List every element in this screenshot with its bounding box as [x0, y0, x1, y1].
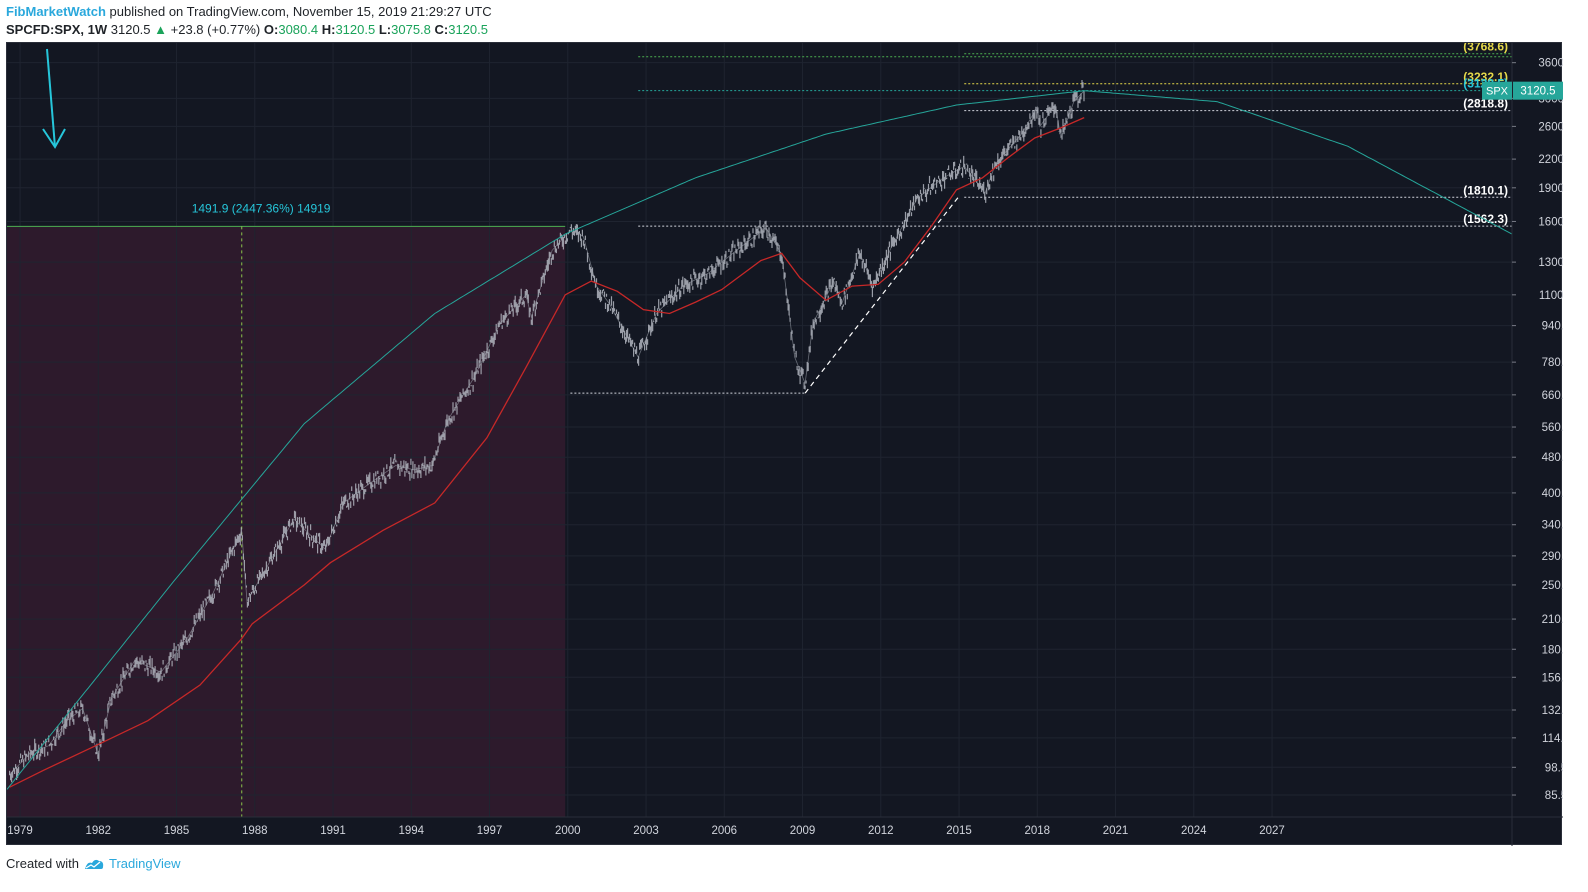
time-tick-label: 2027: [1259, 825, 1285, 837]
close-label: C:: [434, 22, 449, 37]
price-tick-label: 1900.0: [1538, 183, 1563, 195]
time-tick-label: 1991: [320, 825, 346, 837]
time-tick-label: 2018: [1024, 825, 1050, 837]
price-tick-label: 210.0: [1542, 614, 1563, 626]
price-tick-label: 180.0: [1542, 644, 1563, 656]
price-change: +23.8 (+0.77%): [170, 22, 261, 37]
price-trace: [9, 90, 1085, 775]
time-tick-label: 1985: [164, 825, 190, 837]
high-label: H:: [321, 22, 336, 37]
down-arrow-icon: [46, 48, 56, 148]
close-value: 3120.5: [448, 22, 488, 37]
price-chart[interactable]: 1491.9 (2447.36%) 14919 (1810.1) (1562.3) (…: [7, 43, 1563, 846]
time-tick-label: 1982: [85, 825, 111, 837]
price-tick-label: 400.0: [1542, 488, 1563, 500]
price-tick-label: 340.0: [1542, 520, 1563, 532]
price-tick-label: 98.5: [1545, 762, 1563, 774]
price-tick-label: 780.0: [1542, 357, 1563, 369]
price-tick-label: 132.0: [1542, 705, 1563, 717]
price-tick-label: 560.0: [1542, 422, 1563, 434]
time-tick-label: 1979: [7, 825, 33, 837]
high-value: 3120.5: [335, 22, 376, 37]
fib-level-label: (1562.3): [1463, 212, 1508, 226]
publish-line: FibMarketWatch published on TradingView.…: [6, 4, 492, 19]
symbol-line: SPCFD:SPX, 1W 3120.5 ▲ +23.8 (+0.77%) O:…: [6, 22, 488, 37]
measure-shade: [7, 226, 566, 818]
price-tick-label: 940.0: [1542, 321, 1563, 333]
time-tick-label: 2021: [1103, 825, 1129, 837]
time-tick-label: 2003: [633, 825, 659, 837]
tradingview-brand[interactable]: TradingView: [108, 856, 181, 871]
chart-area[interactable]: 1491.9 (2447.36%) 14919 (1810.1) (1562.3) (…: [6, 42, 1563, 846]
published-text: published on TradingView.com, November 1…: [109, 4, 492, 19]
time-tick-label: 2009: [790, 825, 816, 837]
chart-header: FibMarketWatch published on TradingView.…: [0, 0, 1588, 42]
time-tick-label: 1994: [398, 825, 424, 837]
time-arc-curve: [7, 90, 1513, 790]
trend-line: [804, 195, 960, 394]
fib-level-label: (3232.1): [1463, 70, 1508, 84]
time-tick-label: 1988: [242, 825, 268, 837]
price-tick-label: 2600.0: [1538, 121, 1563, 133]
open-value: 3080.4: [278, 22, 319, 37]
time-tick-label: 2000: [555, 825, 581, 837]
low-value: 3075.8: [391, 22, 431, 37]
created-with-text: Created with: [6, 856, 79, 871]
moving-average-line: [9, 117, 1085, 788]
measure-label: 1491.9 (2447.36%) 14919: [192, 201, 331, 215]
price-tick-label: 2200.0: [1538, 154, 1563, 166]
symbol-tag: [1482, 81, 1512, 100]
price-tick-label: 114.5: [1542, 733, 1563, 745]
time-tick-label: 2015: [946, 825, 972, 837]
price-tick-label: 3600.0: [1538, 58, 1563, 70]
price-tick-label: 1300.0: [1538, 257, 1563, 269]
price-tick-label: 250.0: [1542, 580, 1563, 592]
fib-level-label: (2818.8): [1463, 97, 1508, 111]
price-tick-label: 1100.0: [1539, 290, 1563, 302]
last-price-tag-label: 3120.5: [1520, 86, 1555, 98]
symbol-tag-label: SPX: [1486, 86, 1509, 98]
time-tick-label: 2024: [1181, 825, 1207, 837]
triangle-up-icon: ▲: [154, 22, 168, 37]
price-tick-label: 290.0: [1542, 551, 1563, 563]
fib-level-label: (1810.1): [1463, 183, 1508, 197]
fib-level-label: (3768.6): [1463, 43, 1508, 54]
time-tick-label: 1997: [477, 825, 503, 837]
author-link[interactable]: FibMarketWatch: [6, 4, 106, 19]
price-tick-label: 480.0: [1542, 452, 1563, 464]
last-price: 3120.5: [110, 22, 151, 37]
last-price-tag: [1513, 81, 1563, 100]
open-label: O:: [263, 22, 279, 37]
down-arrow-head-icon: [42, 128, 66, 149]
time-tick-label: 2012: [868, 825, 894, 837]
symbol-label[interactable]: SPCFD:SPX, 1W: [6, 22, 108, 37]
price-tick-label: 660.0: [1542, 390, 1563, 402]
low-label: L:: [378, 22, 392, 37]
tradingview-logo-icon: [84, 859, 104, 869]
price-tick-label: 1600.0: [1538, 216, 1563, 228]
price-tick-label: 85.5: [1545, 790, 1563, 802]
time-tick-label: 2006: [711, 825, 737, 837]
footer: Created with TradingView: [6, 856, 181, 871]
price-tick-label: 156.0: [1542, 672, 1563, 684]
